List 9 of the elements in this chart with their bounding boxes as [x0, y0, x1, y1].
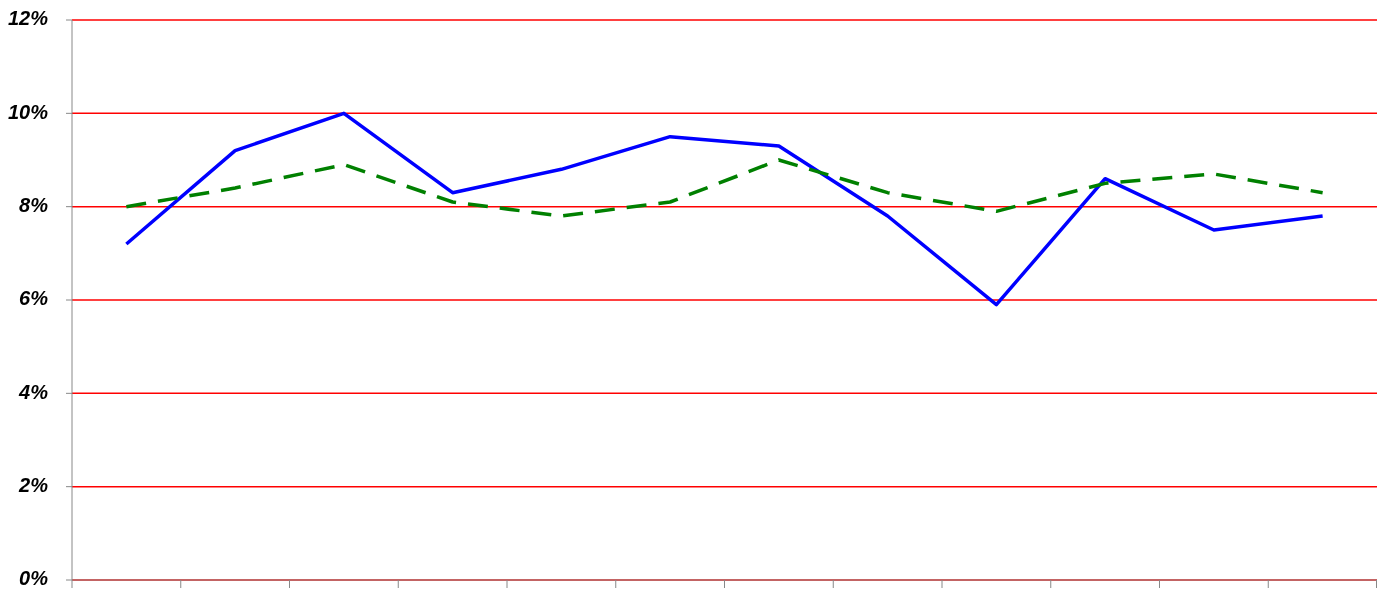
line-series [124, 158, 1325, 218]
y-tick-label: 2% [18, 473, 49, 496]
y-tick-label: 4% [18, 380, 49, 403]
y-tick-label: 8% [19, 193, 49, 216]
y-tick-label: 6% [19, 287, 49, 310]
line-series [124, 111, 1325, 307]
y-tick-label: 10% [7, 100, 49, 123]
y-tick-label: 12% [7, 7, 49, 30]
y-tick-label: 0% [19, 567, 49, 589]
